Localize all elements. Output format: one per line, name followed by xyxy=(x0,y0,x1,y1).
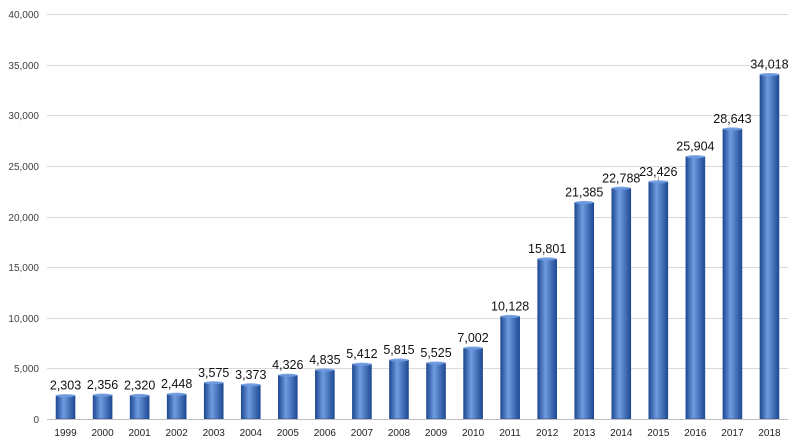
bar xyxy=(55,395,76,420)
data-label: 25,904 xyxy=(676,140,714,154)
x-axis: 1999 2000 2001 2002 2003 2004 2005 2006 2007 2008… xyxy=(47,419,788,439)
bar-cap xyxy=(389,358,409,362)
x-tick-label: 2001 xyxy=(129,428,152,439)
x-tick-label: 2015 xyxy=(647,428,670,439)
bar xyxy=(166,393,187,420)
bar-cap xyxy=(278,373,298,377)
data-label: 2,303 xyxy=(50,379,81,393)
x-tick-label: 2009 xyxy=(425,428,448,439)
bar xyxy=(129,395,150,420)
bars xyxy=(55,72,780,420)
gridlines xyxy=(47,14,788,420)
data-label: 2,448 xyxy=(161,377,192,391)
data-label: 34,018 xyxy=(750,58,788,72)
bar-cap xyxy=(56,394,76,398)
data-label: 21,385 xyxy=(565,185,603,199)
bar-cap xyxy=(315,368,335,372)
y-tick-label: 35,000 xyxy=(8,61,39,72)
bar xyxy=(315,369,335,420)
x-tick-label: 1999 xyxy=(54,428,77,439)
data-label: 7,002 xyxy=(457,331,488,345)
y-tick-label: 40,000 xyxy=(8,10,39,21)
bar xyxy=(611,187,632,420)
bar xyxy=(463,347,483,420)
x-tick-label: 2000 xyxy=(91,428,114,439)
bar-cap xyxy=(463,346,483,350)
data-label: 22,788 xyxy=(602,171,640,185)
data-label: 5,815 xyxy=(383,343,414,357)
data-label: 5,525 xyxy=(420,346,451,360)
x-tick-label: 2010 xyxy=(462,428,485,439)
bar xyxy=(278,374,298,420)
bar xyxy=(648,181,669,420)
bar-cap xyxy=(167,392,187,396)
y-tick-label: 20,000 xyxy=(8,213,39,224)
y-axis: 0 5,000 10,000 15,000 20,000 25,000 30,000 35,0… xyxy=(8,10,39,426)
y-tick-label: 0 xyxy=(33,415,39,426)
data-label: 3,575 xyxy=(198,366,229,380)
data-label: 10,128 xyxy=(491,299,529,313)
x-tick-label: 2008 xyxy=(388,428,411,439)
data-label: 3,373 xyxy=(235,368,266,382)
y-tick-label: 10,000 xyxy=(8,314,39,325)
bar-cap xyxy=(611,186,631,190)
bar xyxy=(500,316,520,420)
y-tick-label: 15,000 xyxy=(8,263,39,274)
bar xyxy=(426,362,446,420)
data-label: 15,801 xyxy=(528,242,566,256)
bar-cap xyxy=(574,200,594,205)
bar-cap xyxy=(93,393,113,397)
x-tick-label: 2013 xyxy=(573,428,596,439)
x-tick-label: 2017 xyxy=(721,428,744,439)
bar-cap xyxy=(241,383,261,387)
x-tick-label: 2007 xyxy=(351,428,374,439)
data-label: 4,835 xyxy=(309,353,340,367)
x-tick-label: 2016 xyxy=(684,428,707,439)
bar xyxy=(352,363,372,420)
bar xyxy=(574,202,595,420)
bar-cap xyxy=(130,393,150,398)
x-tick-label: 2003 xyxy=(203,428,226,439)
x-tick-label: 2018 xyxy=(758,428,781,439)
bar-cap xyxy=(500,314,520,319)
data-label: 28,643 xyxy=(713,112,751,126)
bar xyxy=(389,359,409,420)
x-tick-label: 2011 xyxy=(499,428,521,439)
bar xyxy=(759,74,780,420)
data-labels: 2,303 2,356 2,320 2,448 3,575 3,373 4,326 4,835… xyxy=(50,58,789,393)
bar xyxy=(203,382,224,420)
bar-cap xyxy=(648,180,668,184)
x-tick-label: 2004 xyxy=(240,428,263,439)
x-tick-label: 2006 xyxy=(314,428,337,439)
bar-cap xyxy=(722,127,742,131)
bar-cap xyxy=(426,361,446,365)
x-tick-label: 2005 xyxy=(277,428,300,439)
data-label: 2,356 xyxy=(87,378,118,392)
data-label: 4,326 xyxy=(272,358,303,372)
bar-cap xyxy=(685,155,705,159)
x-tick-label: 2012 xyxy=(536,428,559,439)
x-tick-label: 2002 xyxy=(166,428,189,439)
bar xyxy=(685,156,706,420)
x-tick-label: 2014 xyxy=(610,428,633,439)
y-tick-label: 25,000 xyxy=(8,162,39,173)
bar xyxy=(722,128,743,420)
bar xyxy=(537,258,557,420)
bar xyxy=(240,384,261,420)
bar-cap xyxy=(352,362,372,366)
bar-cap xyxy=(204,381,224,385)
bar-cap xyxy=(537,257,557,261)
data-label: 2,320 xyxy=(124,379,155,393)
bar xyxy=(92,394,113,420)
bar-cap xyxy=(759,72,779,77)
y-tick-label: 5,000 xyxy=(14,364,39,375)
data-label: 23,426 xyxy=(639,165,677,179)
y-tick-label: 30,000 xyxy=(8,111,39,122)
data-label: 5,412 xyxy=(346,347,377,361)
